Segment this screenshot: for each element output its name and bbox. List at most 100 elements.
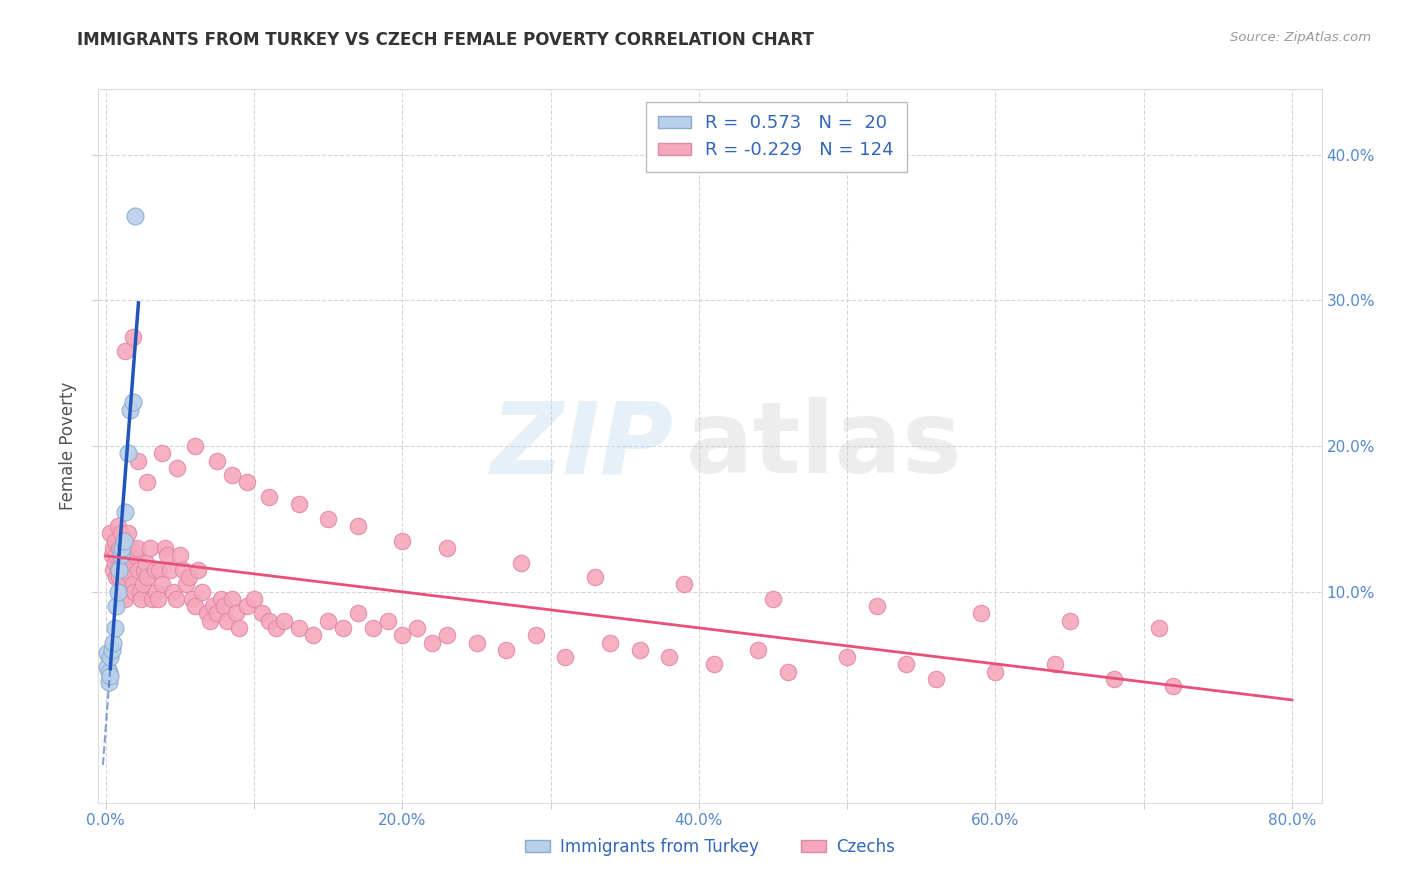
Point (114, 563, 136, 577)
Point (104, 533, 127, 548)
Point (273, 614, 295, 628)
Point (107, 519, 129, 533)
Point (524, 628, 547, 642)
Point (201, 599, 224, 614)
Point (925, 672, 948, 686)
Point (391, 533, 413, 548)
Point (146, 591, 169, 606)
Point (111, 563, 134, 577)
Legend: Immigrants from Turkey, Czechs: Immigrants from Turkey, Czechs (519, 831, 901, 863)
Point (673, 577, 696, 591)
Point (105, 570, 128, 584)
Text: IMMIGRANTS FROM TURKEY VS CZECH FEMALE POVERTY CORRELATION CHART: IMMIGRANTS FROM TURKEY VS CZECH FEMALE P… (77, 31, 814, 49)
Point (121, 395, 143, 409)
Point (347, 519, 370, 533)
Point (129, 584, 152, 599)
Point (103, 563, 125, 577)
Point (108, 563, 131, 577)
Point (436, 628, 458, 642)
Point (110, 556, 132, 570)
Point (1043, 657, 1066, 672)
Point (100, 548, 122, 562)
Point (162, 584, 184, 599)
Point (969, 607, 991, 621)
Point (495, 643, 517, 657)
Point (177, 570, 200, 584)
Point (143, 563, 166, 577)
Point (420, 635, 443, 649)
Point (98, 669, 121, 683)
Point (1163, 679, 1185, 693)
Point (105, 548, 128, 562)
Point (184, 439, 207, 453)
Point (110, 548, 132, 562)
Point (169, 548, 191, 562)
Point (110, 526, 132, 541)
Point (132, 577, 155, 591)
Point (377, 614, 399, 628)
Point (108, 570, 131, 584)
Text: Source: ZipAtlas.com: Source: ZipAtlas.com (1230, 31, 1371, 45)
Point (837, 650, 859, 665)
Point (145, 584, 167, 599)
Point (166, 460, 188, 475)
Point (250, 607, 273, 621)
Y-axis label: Female Poverty: Female Poverty (59, 382, 77, 510)
Point (599, 635, 621, 649)
Point (316, 512, 339, 526)
Point (583, 570, 606, 584)
Point (120, 570, 142, 584)
Point (465, 635, 488, 649)
Point (96, 660, 118, 674)
Point (214, 599, 236, 614)
Point (134, 563, 156, 577)
Point (121, 330, 143, 344)
Point (141, 591, 163, 606)
Point (159, 563, 181, 577)
Point (257, 614, 280, 628)
Point (114, 591, 136, 606)
Point (184, 599, 207, 614)
Point (156, 548, 179, 562)
Point (747, 643, 769, 657)
Point (205, 607, 228, 621)
Point (896, 657, 918, 672)
Point (391, 628, 413, 642)
Point (150, 446, 173, 460)
Point (866, 599, 889, 614)
Point (125, 541, 148, 555)
Point (302, 628, 325, 642)
Point (198, 614, 221, 628)
Point (118, 563, 141, 577)
Point (406, 621, 429, 635)
Point (117, 446, 139, 460)
Point (124, 209, 146, 223)
Point (122, 584, 145, 599)
Point (115, 541, 138, 555)
Point (1102, 672, 1125, 686)
Point (103, 541, 125, 555)
Point (103, 635, 125, 649)
Point (114, 504, 136, 518)
Point (100, 643, 122, 657)
Point (97, 665, 120, 679)
Point (136, 570, 159, 584)
Point (112, 577, 135, 591)
Point (205, 453, 228, 467)
Point (127, 453, 149, 467)
Point (1147, 621, 1170, 635)
Point (191, 584, 214, 599)
Point (266, 621, 288, 635)
Point (117, 526, 139, 541)
Point (105, 599, 128, 614)
Point (111, 541, 134, 555)
Point (762, 591, 785, 606)
Point (112, 548, 135, 562)
Point (98, 526, 121, 541)
Point (554, 650, 576, 665)
Point (98, 650, 121, 665)
Text: atlas: atlas (686, 398, 962, 494)
Point (118, 541, 141, 555)
Point (287, 621, 309, 635)
Point (97, 674, 120, 689)
